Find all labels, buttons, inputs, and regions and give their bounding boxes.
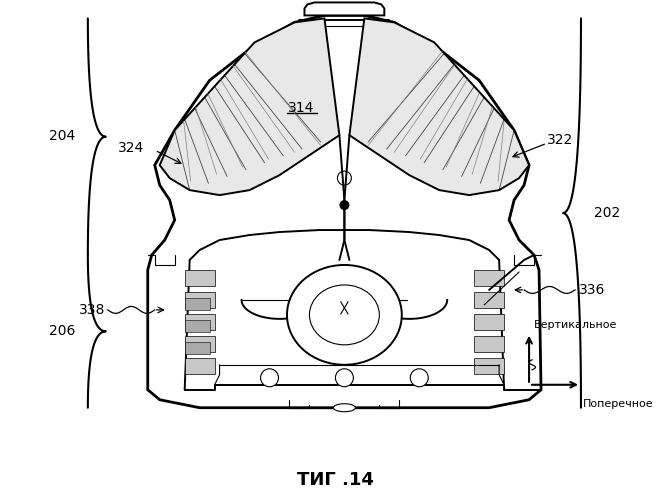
Text: 206: 206	[48, 324, 75, 338]
Polygon shape	[185, 320, 210, 332]
Polygon shape	[148, 16, 541, 407]
Polygon shape	[474, 314, 504, 330]
Polygon shape	[474, 336, 504, 352]
Text: 336: 336	[579, 283, 605, 297]
Polygon shape	[474, 292, 504, 308]
Text: 314: 314	[288, 102, 314, 116]
Polygon shape	[349, 18, 529, 195]
Text: 322: 322	[547, 133, 573, 147]
Text: ΤИГ .14: ΤИГ .14	[297, 470, 374, 488]
Circle shape	[339, 200, 349, 210]
Text: Поперечное: Поперечное	[583, 398, 654, 408]
Polygon shape	[185, 292, 214, 308]
Polygon shape	[474, 358, 504, 374]
Polygon shape	[185, 336, 214, 352]
Polygon shape	[185, 358, 214, 374]
Text: 324: 324	[118, 141, 144, 155]
Text: 339: 339	[347, 316, 371, 328]
Ellipse shape	[333, 404, 355, 411]
Polygon shape	[474, 270, 504, 286]
Text: 338: 338	[79, 303, 105, 317]
Polygon shape	[304, 2, 384, 16]
Polygon shape	[185, 314, 214, 330]
Text: 202: 202	[594, 206, 620, 220]
Ellipse shape	[309, 285, 379, 345]
Text: 204: 204	[49, 129, 75, 143]
Circle shape	[335, 369, 353, 387]
Text: Вертикальное: Вертикальное	[534, 320, 618, 330]
Circle shape	[411, 369, 428, 387]
Polygon shape	[185, 298, 210, 310]
Polygon shape	[185, 270, 214, 286]
Polygon shape	[185, 342, 210, 354]
Polygon shape	[160, 18, 339, 195]
Ellipse shape	[287, 265, 402, 365]
Circle shape	[261, 369, 278, 387]
